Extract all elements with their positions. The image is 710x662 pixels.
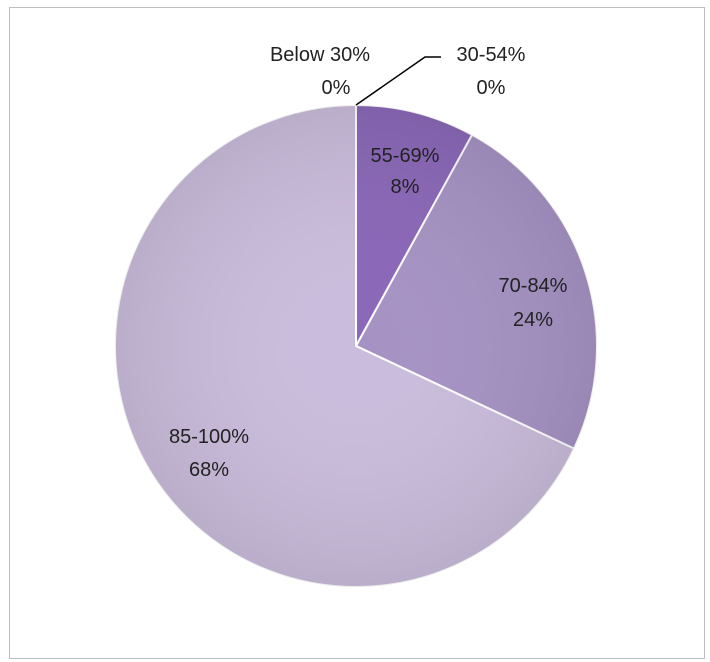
label-55-69-category: 55-69% (371, 145, 440, 167)
label-70-84-category: 70-84% (499, 275, 568, 297)
label-70-84-value: 24% (513, 309, 553, 331)
label-85-100-value: 68% (189, 459, 229, 481)
pie-slices (114, 104, 598, 588)
label-below-30-category: Below 30% (270, 44, 370, 66)
label-55-69-value: 8% (391, 176, 420, 198)
label-30-54-category: 30-54% (457, 44, 526, 66)
label-85-100-category: 85-100% (169, 426, 249, 448)
leader-line-30-54 (355, 56, 441, 106)
label-below-30-value: 0% (322, 77, 351, 99)
label-30-54-value: 0% (477, 77, 506, 99)
